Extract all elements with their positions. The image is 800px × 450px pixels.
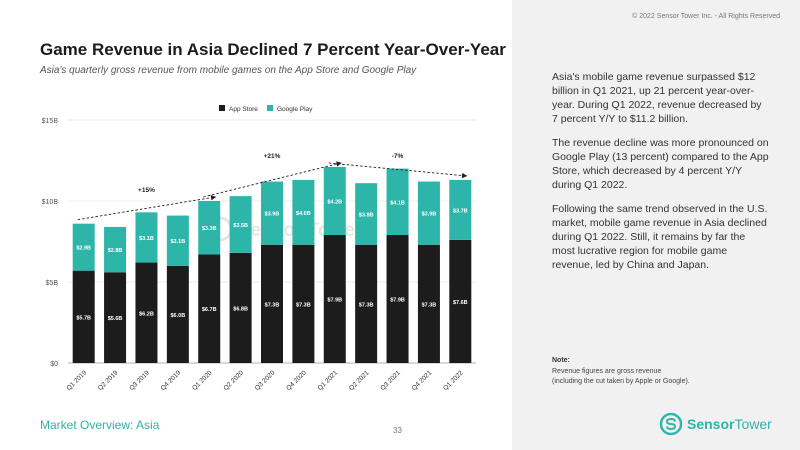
- x-tick-label: Q3 2021: [379, 369, 402, 392]
- x-tick-label: Q4 2020: [285, 369, 308, 392]
- google-play-value-label: $3.8B: [359, 212, 374, 218]
- app-store-bar: [355, 244, 378, 363]
- google-play-bar: [198, 201, 221, 255]
- x-tick-label: Q2 2019: [97, 369, 120, 392]
- app-store-value-label: $6.0B: [171, 313, 186, 319]
- growth-annotation-label: +15%: [138, 187, 155, 194]
- sidebar-paragraph-3: Following the same trend observed in the…: [552, 203, 768, 271]
- x-tick-label: Q4 2021: [411, 369, 434, 392]
- app-store-bar: [104, 272, 127, 363]
- growth-arrow: [77, 195, 217, 221]
- google-play-value-label: $4.0B: [296, 211, 311, 217]
- app-store-bar: [198, 254, 221, 363]
- growth-arrow: [328, 162, 468, 179]
- growth-arrow: [203, 161, 342, 198]
- app-store-bar: [135, 262, 158, 363]
- app-store-value-label: $7.3B: [359, 302, 374, 308]
- x-tick-label: Q2 2021: [348, 369, 371, 392]
- page-number: 33: [393, 426, 402, 435]
- app-store-value-label: $5.7B: [76, 315, 91, 321]
- sidebar-paragraph-1: Asia's mobile game revenue surpassed $12…: [552, 71, 762, 125]
- page-subtitle: Asia's quarterly gross revenue from mobi…: [40, 65, 417, 76]
- x-tick-label: Q3 2019: [128, 369, 151, 392]
- app-store-value-label: $5.6B: [108, 316, 123, 322]
- google-play-value-label: $3.1B: [139, 236, 154, 242]
- google-play-bar: [166, 215, 189, 266]
- google-play-bar: [72, 223, 95, 271]
- app-store-value-label: $7.9B: [327, 298, 342, 304]
- app-store-bar: [261, 244, 283, 363]
- google-play-bar: [104, 226, 127, 273]
- logo-wordmark: SensorTower: [687, 416, 772, 432]
- google-play-bar: [229, 196, 252, 253]
- x-tick-label: Q3 2020: [254, 369, 277, 392]
- google-play-bar: [261, 181, 283, 245]
- y-tick-label: $15B: [42, 118, 59, 125]
- google-play-bar: [417, 181, 440, 245]
- google-play-value-label: $3.7B: [453, 208, 468, 214]
- section-label: Market Overview: Asia: [40, 418, 160, 432]
- google-play-bar: [449, 179, 472, 240]
- x-tick-label: Q2 2020: [222, 369, 245, 392]
- google-play-value-label: $2.8B: [108, 248, 123, 254]
- google-play-value-label: $3.9B: [422, 212, 437, 218]
- sidebar-panel: [512, 0, 800, 450]
- app-store-value-label: $7.3B: [265, 302, 280, 308]
- legend-swatch-google-play: [267, 105, 273, 111]
- main-panel: Game Revenue in Asia Declined 7 Percent …: [40, 40, 506, 435]
- sidebar-paragraph-2: The revenue decline was more pronounced …: [552, 137, 769, 191]
- google-play-bar: [386, 168, 409, 236]
- sensor-tower-logo: SensorTower: [660, 413, 772, 435]
- app-store-bar: [166, 265, 189, 363]
- x-tick-label: Q1 2021: [317, 369, 340, 392]
- google-play-value-label: $3.5B: [233, 223, 248, 229]
- note-title: Note:: [552, 357, 570, 364]
- google-play-value-label: $2.9B: [76, 246, 91, 252]
- growth-annotation-label: -7%: [392, 153, 404, 160]
- legend-label-google-play: Google Play: [277, 106, 313, 113]
- x-tick-label: Q1 2022: [442, 369, 465, 392]
- app-store-value-label: $7.3B: [422, 302, 437, 308]
- app-store-bar: [386, 235, 409, 363]
- page-title: Game Revenue in Asia Declined 7 Percent …: [40, 40, 506, 59]
- note-line-1: Revenue figures are gross revenue: [552, 368, 662, 375]
- app-store-value-label: $6.2B: [139, 311, 154, 317]
- google-play-bar: [135, 212, 158, 263]
- app-store-value-label: $7.9B: [390, 298, 405, 304]
- legend-label-app-store: App Store: [229, 106, 258, 113]
- note-line-2: (including the cut taken by Apple or Goo…: [552, 378, 690, 385]
- app-store-bar: [292, 244, 315, 363]
- app-store-value-label: $7.3B: [296, 302, 311, 308]
- sensor-tower-logo-icon: [660, 413, 682, 435]
- y-tick-label: $0: [50, 361, 58, 368]
- x-tick-label: Q4 2019: [160, 369, 183, 392]
- revenue-chart: Sensor Tower $0$5B$10B$15B $5.7B$2.9BQ1 …: [42, 105, 476, 392]
- app-store-bar: [72, 270, 95, 363]
- x-tick-label: Q1 2019: [66, 369, 89, 392]
- app-store-bar: [323, 235, 346, 363]
- copyright-text: © 2022 Sensor Tower Inc. - All Rights Re…: [632, 13, 780, 20]
- google-play-value-label: $3.9B: [265, 212, 280, 218]
- google-play-bar: [292, 179, 315, 245]
- app-store-bar: [449, 239, 472, 363]
- google-play-bar: [355, 183, 378, 245]
- app-store-value-label: $7.6B: [453, 300, 468, 306]
- app-store-value-label: $6.8B: [233, 306, 248, 312]
- legend-swatch-app-store: [219, 105, 225, 111]
- google-play-value-label: $4.1B: [390, 200, 405, 206]
- app-store-bar: [229, 252, 252, 363]
- google-play-bar: [323, 166, 346, 236]
- growth-annotation-label: +21%: [264, 153, 281, 160]
- app-store-bar: [417, 244, 440, 363]
- google-play-value-label: $3.3B: [202, 226, 217, 232]
- app-store-value-label: $6.7B: [202, 307, 217, 313]
- google-play-value-label: $3.1B: [171, 239, 186, 245]
- y-tick-label: $10B: [42, 199, 59, 206]
- x-tick-label: Q1 2020: [191, 369, 214, 392]
- y-tick-label: $5B: [46, 280, 59, 287]
- google-play-value-label: $4.2B: [327, 200, 342, 206]
